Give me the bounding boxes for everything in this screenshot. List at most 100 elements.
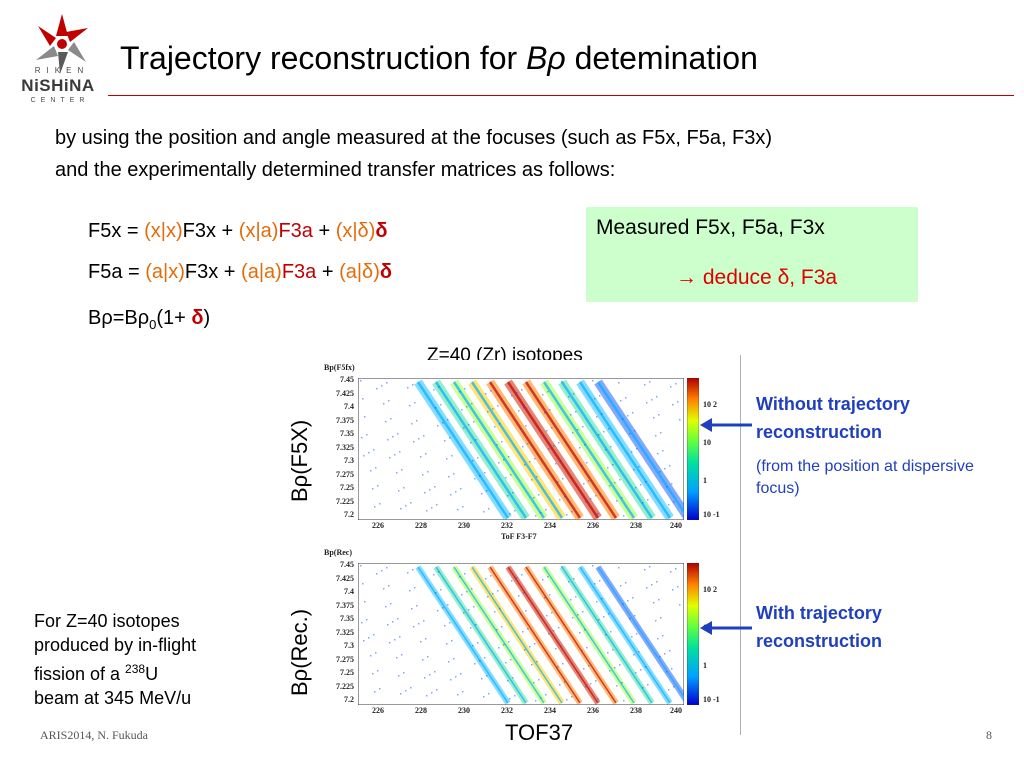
background-count — [658, 599, 660, 601]
plot2-heatmap — [358, 563, 684, 705]
background-count — [362, 583, 364, 585]
background-count — [521, 389, 523, 391]
background-count — [477, 457, 479, 459]
intro-line-1: by using the position and angle measured… — [55, 127, 773, 149]
without-reconstruction-note: (from the position at dispersive focus) — [756, 458, 974, 497]
background-count — [598, 434, 600, 436]
background-count — [597, 513, 599, 515]
background-count — [398, 490, 400, 492]
background-count — [485, 393, 487, 395]
background-count — [473, 421, 475, 423]
plot2-xtick: 238 — [630, 706, 642, 715]
background-count — [426, 695, 428, 697]
background-count — [522, 631, 524, 633]
background-count — [546, 430, 548, 432]
equation-brho: Bρ=Bρ0(1+ δ) — [88, 307, 210, 332]
background-count — [472, 645, 474, 647]
background-count — [431, 692, 433, 694]
background-count — [568, 581, 570, 583]
equation-f5x: F5x = (x|x)F3x + (x|a)F3a + (x|δ)δ — [88, 220, 388, 243]
background-count — [551, 427, 553, 429]
plot2-cbtick: 10 2 — [703, 585, 717, 594]
background-count — [448, 476, 450, 478]
background-count — [492, 593, 494, 595]
background-count — [538, 494, 540, 496]
background-count — [620, 585, 622, 587]
background-count — [609, 485, 611, 487]
background-count — [440, 589, 442, 591]
background-count — [547, 576, 549, 578]
background-count — [560, 645, 562, 647]
background-count — [520, 428, 522, 430]
background-count — [429, 489, 431, 491]
plot1-cbtick: 10 2 — [703, 400, 717, 409]
background-count — [388, 400, 390, 402]
background-count — [484, 657, 486, 659]
background-count — [557, 666, 559, 668]
isotope-band-core — [417, 566, 509, 704]
background-count — [447, 419, 449, 421]
background-count — [566, 514, 568, 516]
plot2-xtick: 230 — [458, 706, 470, 715]
plot2-ytick: 7.25 — [340, 668, 354, 677]
isotope-band-core — [525, 566, 617, 704]
background-count — [605, 634, 607, 636]
background-count — [448, 661, 450, 663]
background-count — [383, 403, 385, 405]
background-count — [564, 496, 566, 498]
background-count — [494, 426, 496, 428]
background-count — [618, 382, 620, 384]
background-count — [387, 439, 389, 441]
background-count — [370, 655, 372, 657]
background-count — [664, 468, 666, 470]
background-count — [558, 442, 560, 444]
background-count — [605, 449, 607, 451]
background-count — [423, 620, 425, 622]
beam-note-mass-number: 238 — [125, 662, 146, 676]
background-count — [518, 595, 520, 597]
title-divider — [108, 95, 1014, 96]
background-count — [394, 639, 396, 641]
background-count — [595, 680, 597, 682]
background-count — [403, 487, 405, 489]
background-count — [629, 433, 631, 435]
background-count — [374, 691, 376, 693]
background-count — [413, 626, 415, 628]
isotope-band-core — [416, 381, 510, 519]
background-count — [444, 440, 446, 442]
eq2-coef-ad: (a|δ) — [339, 261, 380, 283]
background-count — [436, 504, 438, 506]
background-count — [572, 617, 574, 619]
background-count — [657, 638, 659, 640]
background-count — [583, 483, 585, 485]
title-suffix: detemination — [565, 40, 758, 76]
background-count — [386, 567, 388, 569]
background-count — [660, 617, 662, 619]
background-count — [483, 511, 485, 513]
plot1-ytick: 7.3 — [344, 456, 354, 465]
page-number: 8 — [986, 728, 992, 742]
background-count — [649, 381, 651, 383]
background-count — [525, 610, 527, 612]
background-count — [577, 429, 579, 431]
background-count — [485, 578, 487, 580]
background-count — [583, 668, 585, 670]
background-count — [623, 700, 625, 702]
background-count — [434, 671, 436, 673]
background-count — [407, 387, 409, 389]
background-count — [377, 670, 379, 672]
background-count — [472, 460, 474, 462]
background-count — [568, 396, 570, 398]
background-count — [487, 411, 489, 413]
plot2-inner-label: Bp(Rec) — [324, 548, 352, 557]
background-count — [420, 456, 422, 458]
background-count — [646, 587, 648, 589]
background-count — [599, 395, 601, 397]
isotope-band-core — [596, 381, 684, 515]
background-count — [524, 649, 526, 651]
arrow-left-icon — [700, 418, 752, 432]
background-count — [487, 596, 489, 598]
background-count — [392, 621, 394, 623]
background-count — [462, 691, 464, 693]
background-count — [387, 624, 389, 626]
